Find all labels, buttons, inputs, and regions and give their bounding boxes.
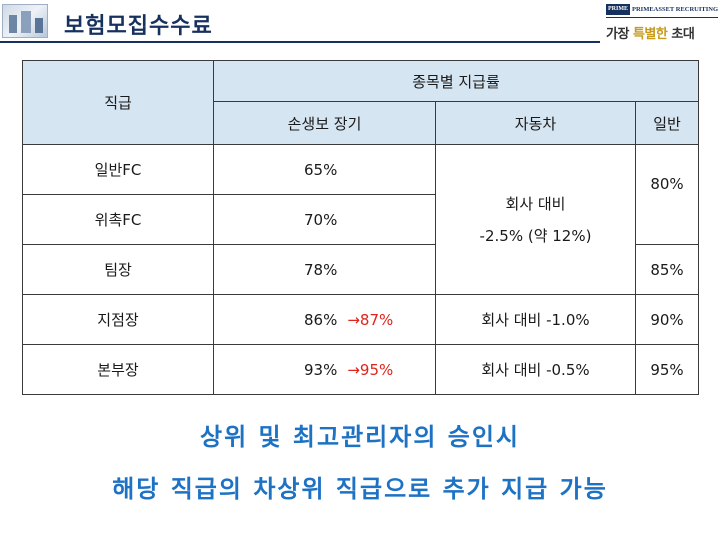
rank-cell: 본부장 [22,344,214,395]
city-logo-icon [2,4,48,38]
header-divider [0,41,600,43]
table-row: 본부장 93% →95% 회사 대비 -0.5% 95% [22,344,700,395]
brand-logo: PRIME PRIMEASSET RECRUITING 가장 특별한 초대 [606,2,718,42]
header-general: 일반 [634,101,700,145]
table-row: 지점장 86% →87% 회사 대비 -1.0% 90% [22,294,700,345]
table-row: 일반FC 65% 회사 대비 -2.5% (약 12%) 80% [22,144,700,295]
long-term-cell: 86% →87% [213,294,436,345]
long-term-cell: 65% [213,144,436,195]
auto-merged-line-2: -2.5% (약 12%) [479,226,592,245]
brand-name: PRIMEASSET RECRUITING [632,5,719,13]
slogan-part-2: 특별한 [632,27,668,42]
header-auto: 자동차 [435,101,636,145]
table-subheader-row: 손생보 장기 자동차 일반 [23,101,700,145]
header-rank: 직급 [22,60,214,145]
rank-cell: 위촉FC [22,194,214,245]
table-row: 팀장 78% 85% [22,244,700,295]
general-merged-cell: 80% [634,144,700,245]
right-arrow-icon: → [347,310,360,329]
rank-cell: 지점장 [22,294,214,345]
approval-note: 상위 및 최고관리자의 승인시 [199,423,521,451]
auto-cell: 회사 대비 -1.0% [435,294,636,345]
brand-mark: PRIME [606,3,630,15]
rank-cell: 팀장 [22,244,214,295]
general-cell: 85% [634,244,700,295]
long-term-cell: 93% →95% [213,344,436,395]
brand-slogan: 가장 특별한 초대 [606,23,718,42]
long-term-cell: 70% [213,194,436,245]
long-term-rate: 86% [304,310,338,329]
long-term-cell: 78% [213,244,436,295]
header-rate-group: 종목별 지급률 [212,60,700,102]
slide-header: 보험모집수수료 PRIME PRIMEASSET RECRUITING 가장 특… [0,0,720,44]
brand-divider [606,17,718,18]
right-arrow-icon: → [347,360,360,379]
page-title: 보험모집수수료 [64,14,213,39]
table-row: 위촉FC 70% [22,194,699,245]
long-term-rate: 93% [304,360,338,379]
auto-merged-line-1: 회사 대비 [505,194,566,213]
general-cell: 90% [634,294,700,345]
auto-merged-cell: 회사 대비 -2.5% (약 12%) [435,144,636,295]
header-long-term: 손생보 장기 [213,101,436,145]
auto-cell: 회사 대비 -0.5% [435,344,636,395]
slogan-part-1: 가장 [606,27,633,42]
upgraded-rate: 87% [359,310,394,329]
commission-rate-table: 직급 종목별 지급률 손생보 장기 자동차 일반 일반FC 65% 회사 대비 … [22,60,700,395]
slogan-part-3: 초대 [667,27,695,42]
general-cell: 95% [634,344,700,395]
additional-payment-note: 해당 직급의 차상위 직급으로 추가 지급 가능 [112,475,608,503]
rank-cell: 일반FC [22,144,214,195]
table-header-row: 직급 종목별 지급률 [22,60,700,145]
upgraded-rate: 95% [359,360,394,379]
